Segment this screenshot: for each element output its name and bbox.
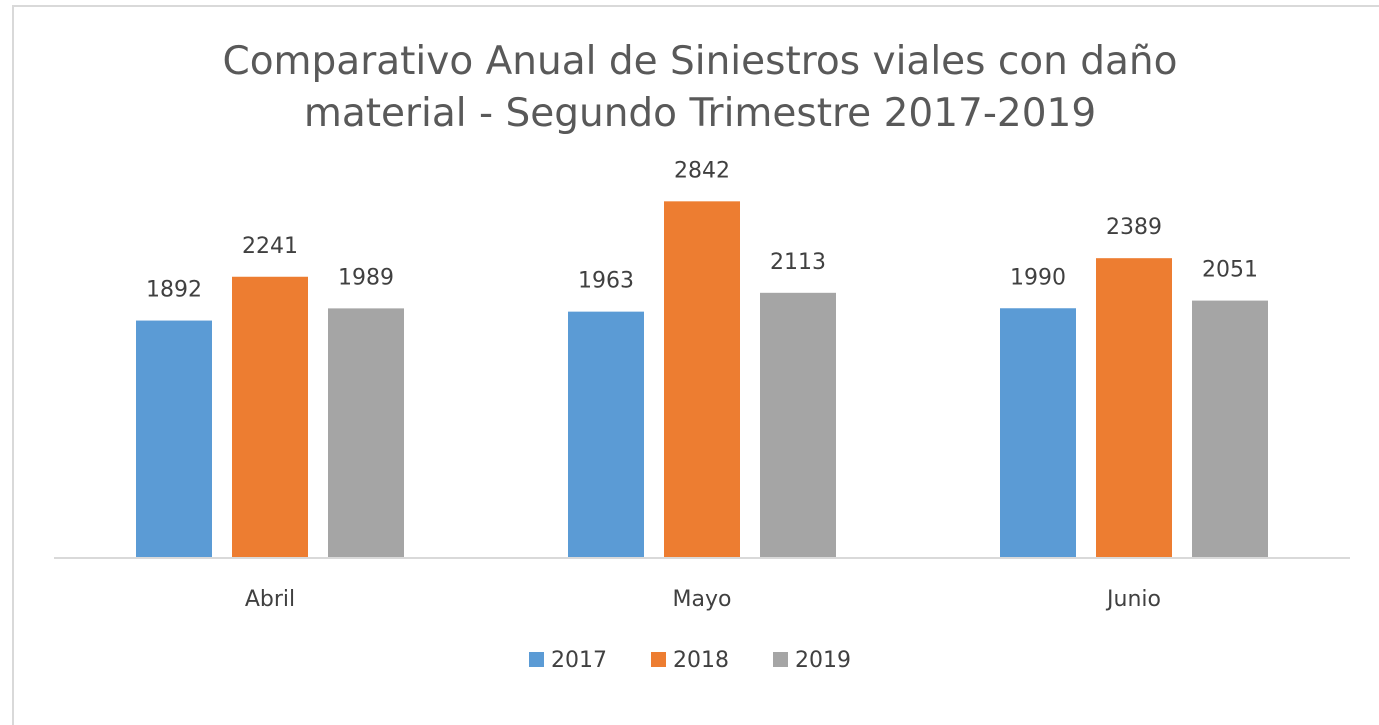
data-label: 2113 (770, 250, 826, 275)
legend-swatch (651, 652, 666, 667)
chart-title: Comparativo Anual de Siniestros viales c… (222, 39, 1178, 136)
page: Comparativo Anual de Siniestros viales c… (12, 5, 1379, 725)
x-tick-label: Mayo (673, 587, 732, 612)
data-label: 1989 (338, 265, 394, 290)
data-label: 1892 (146, 278, 202, 303)
data-label: 2389 (1106, 215, 1162, 240)
data-label: 1963 (578, 269, 634, 294)
x-tick-label: Junio (1105, 587, 1161, 612)
legend-label: 2019 (795, 648, 851, 673)
legend-label: 2018 (673, 648, 729, 673)
bar (1096, 258, 1172, 558)
data-label: 2241 (242, 234, 298, 259)
chart: 1892 2241 1989 Abril 1963 2842 2113 Mayo 1990 238… (54, 158, 1350, 673)
chart-frame (12, 5, 1379, 725)
legend-swatch (529, 652, 544, 667)
data-label: 2051 (1202, 258, 1258, 283)
legend-swatch (773, 652, 788, 667)
bar (568, 311, 644, 558)
bar (1192, 300, 1268, 558)
data-label: 2842 (674, 158, 730, 183)
bar (328, 308, 404, 558)
bar (232, 276, 308, 558)
data-label: 1990 (1010, 265, 1066, 290)
bar (760, 292, 836, 558)
legend-label: 2017 (551, 648, 607, 673)
x-tick-label: Abril (245, 587, 295, 612)
bar (1000, 308, 1076, 558)
bar (664, 201, 740, 559)
bar (136, 320, 212, 558)
